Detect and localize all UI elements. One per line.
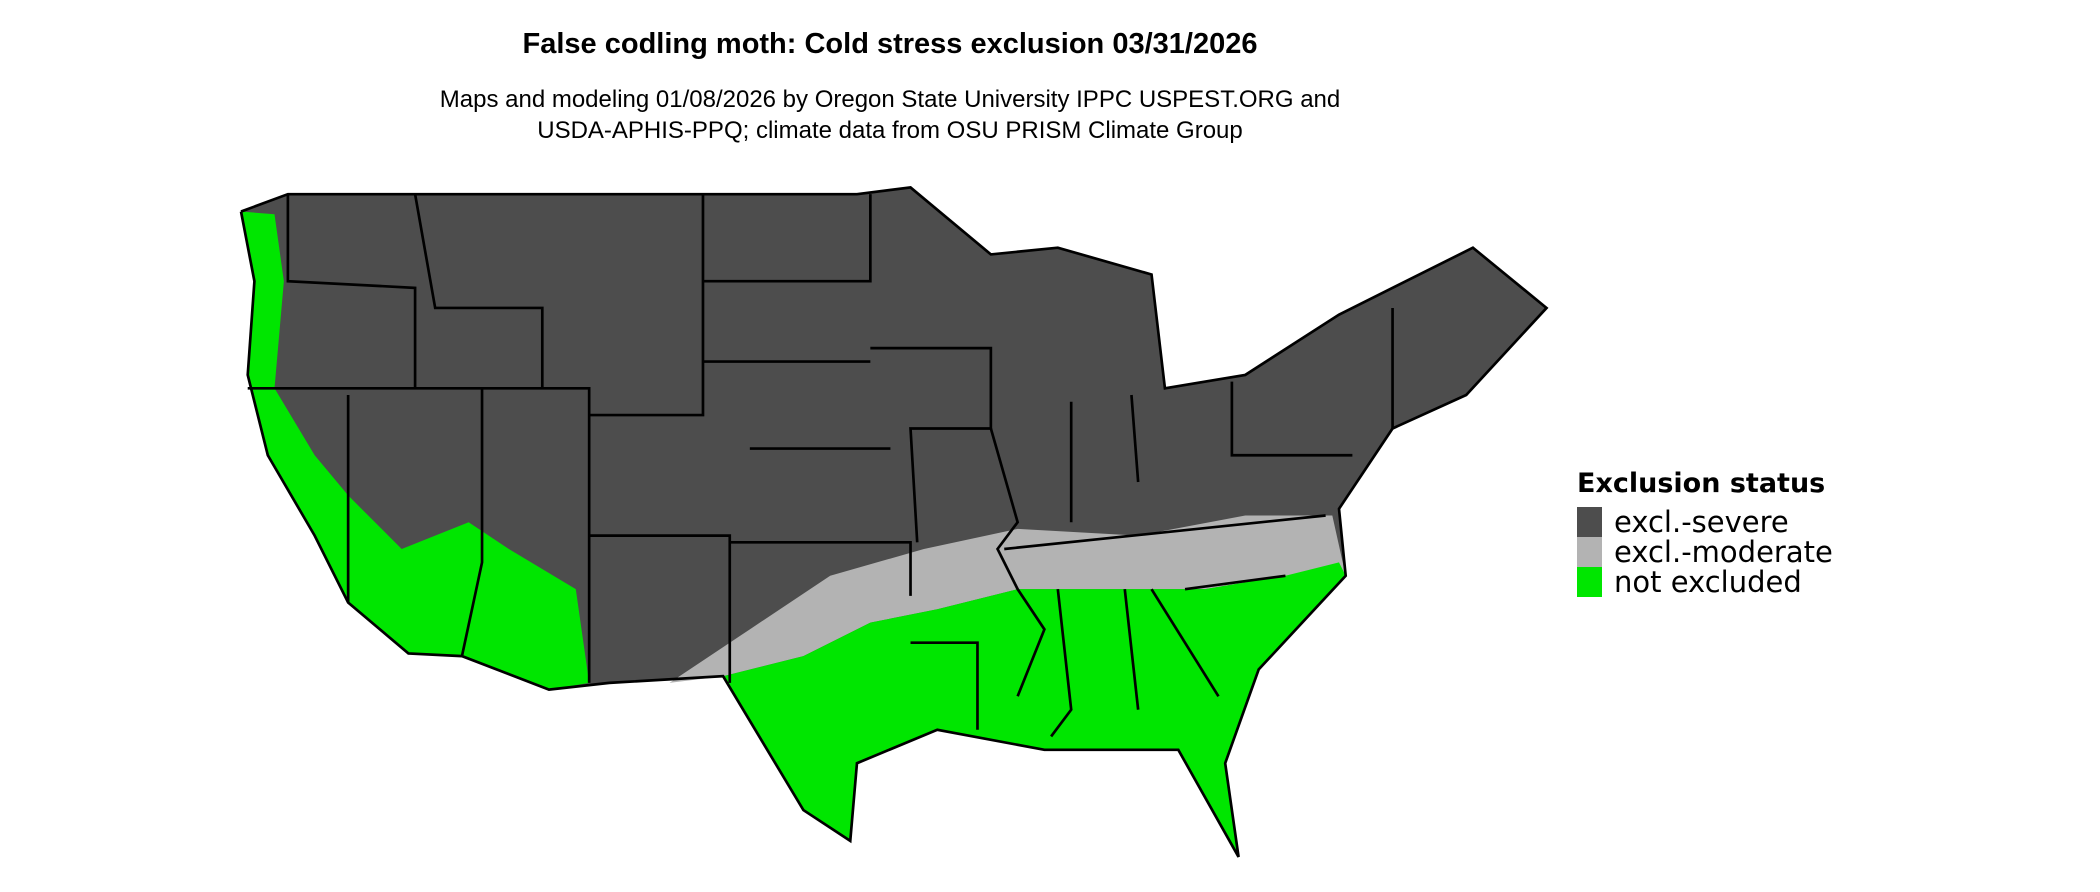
legend: Exclusion status excl.-severe excl.-mode… <box>1577 468 1833 597</box>
legend-item-moderate: excl.-moderate <box>1577 537 1833 567</box>
region-not-excluded-southeast <box>723 562 1346 857</box>
legend-swatch-not-excluded <box>1577 567 1602 597</box>
legend-label: excl.-moderate <box>1614 535 1833 569</box>
map-subtitle-line-1: Maps and modeling 01/08/2026 by Oregon S… <box>439 86 1341 113</box>
legend-label: not excluded <box>1614 565 1802 599</box>
region-excl-moderate <box>669 515 1346 683</box>
region-not-excluded-west <box>241 211 590 690</box>
legend-label: excl.-severe <box>1614 505 1789 539</box>
map-title: False codling moth: Cold stress exclusio… <box>522 28 1258 60</box>
map-subtitle-line-2: USDA-APHIS-PPQ; climate data from OSU PR… <box>537 117 1243 144</box>
legend-swatch-moderate <box>1577 537 1602 567</box>
legend-swatch-severe <box>1577 507 1602 537</box>
region-excl-severe <box>241 187 1547 857</box>
legend-item-not-excluded: not excluded <box>1577 567 1833 597</box>
legend-item-severe: excl.-severe <box>1577 507 1833 537</box>
legend-title: Exclusion status <box>1577 468 1826 499</box>
state-borders <box>239 186 1549 858</box>
